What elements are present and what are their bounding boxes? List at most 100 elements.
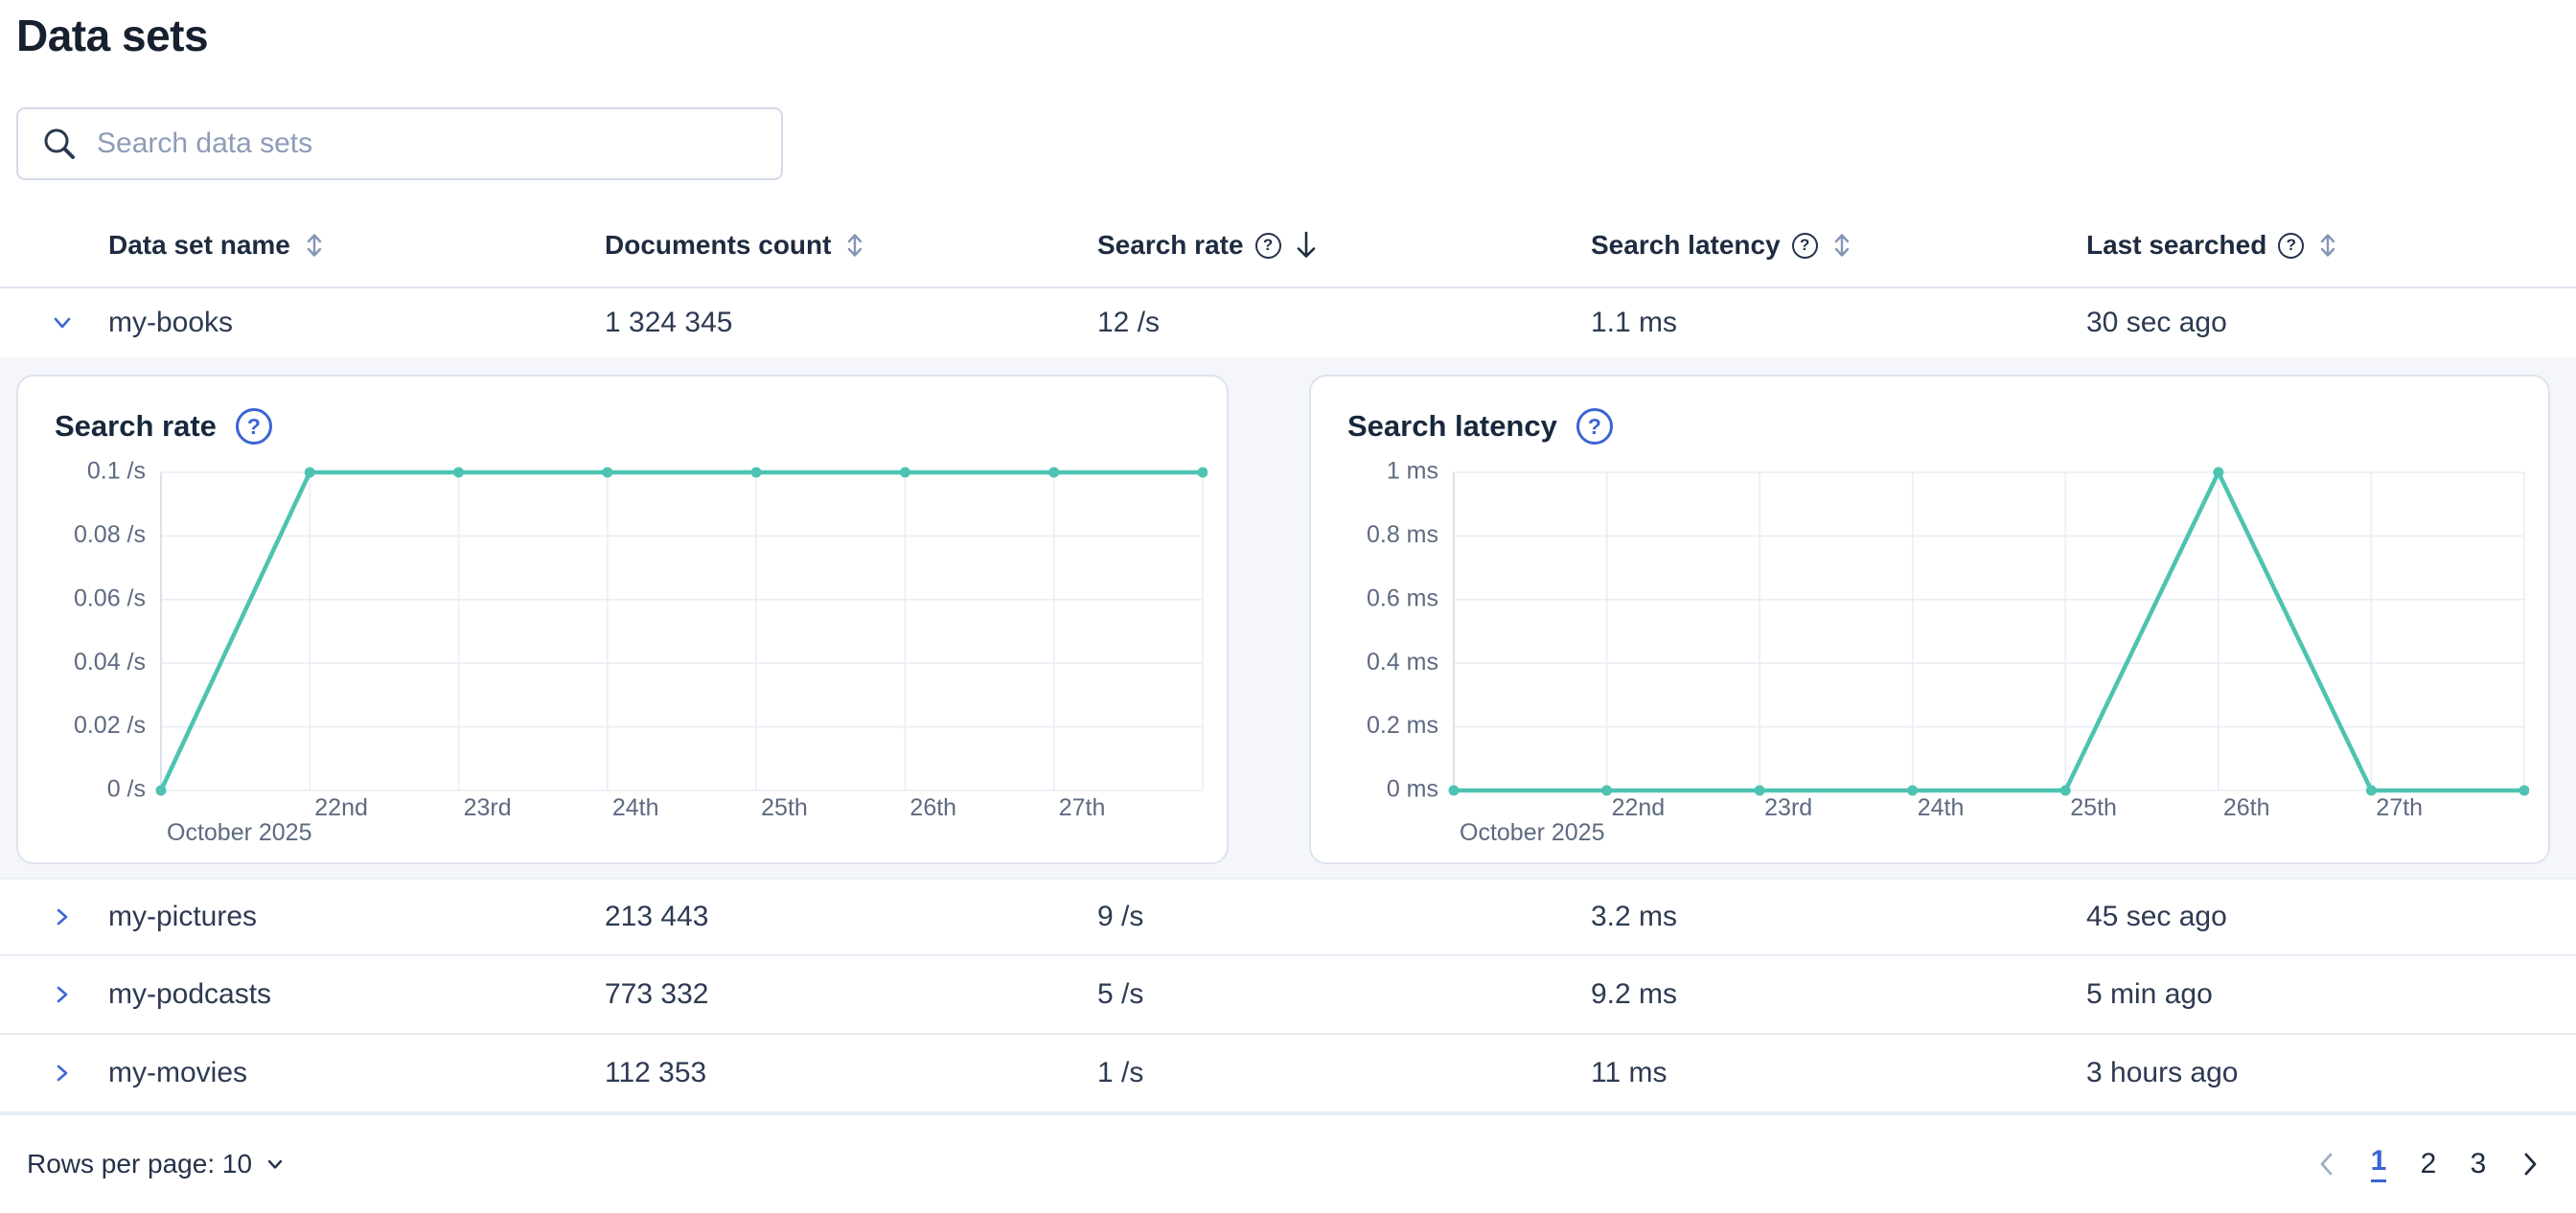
col-header-data-set-name[interactable]: Data set name bbox=[108, 230, 605, 261]
svg-text:0.4 ms: 0.4 ms bbox=[1367, 649, 1438, 675]
svg-text:22nd: 22nd bbox=[1612, 794, 1666, 821]
sort-both-icon bbox=[2321, 234, 2335, 257]
chart-title: Search latency bbox=[1347, 409, 1557, 443]
page-number: 2 bbox=[2420, 1147, 2437, 1179]
last-searched: 3 hours ago bbox=[2086, 1057, 2239, 1088]
expanded-row-details: Search rate ? 0.1 /s 0.08 /s 0.06 /s 0.04 /… bbox=[0, 357, 2576, 878]
svg-text:27th: 27th bbox=[2376, 794, 2423, 821]
help-icon[interactable]: ? bbox=[1791, 232, 1818, 259]
search-latency: 11 ms bbox=[1591, 1057, 1668, 1088]
table-row: my-pictures 213 443 9 /s 3.2 ms 45 sec a… bbox=[0, 878, 2576, 956]
previous-page-button[interactable] bbox=[2304, 1139, 2350, 1189]
dataset-name: my-books bbox=[108, 307, 234, 338]
svg-text:0.2 ms: 0.2 ms bbox=[1367, 712, 1438, 739]
svg-text:25th: 25th bbox=[2070, 794, 2117, 821]
help-icon[interactable]: ? bbox=[1254, 232, 1281, 259]
col-label: Last searched bbox=[2086, 230, 2267, 260]
chevron-down-icon bbox=[54, 317, 71, 329]
svg-text:24th: 24th bbox=[1918, 794, 1965, 821]
last-searched: 45 sec ago bbox=[2086, 901, 2227, 932]
svg-text:0 ms: 0 ms bbox=[1387, 776, 1438, 803]
table-row: my-podcasts 773 332 5 /s 9.2 ms 5 min ag… bbox=[0, 956, 2576, 1035]
col-header-search-latency[interactable]: Search latency ? bbox=[1591, 230, 2086, 261]
chevron-right-icon bbox=[57, 1064, 68, 1082]
last-searched: 30 sec ago bbox=[2086, 307, 2227, 338]
svg-text:22nd: 22nd bbox=[314, 794, 368, 821]
last-searched: 5 min ago bbox=[2086, 978, 2213, 1010]
sort-both-icon bbox=[848, 234, 862, 257]
chevron-right-icon bbox=[57, 908, 68, 926]
col-label: Search latency bbox=[1591, 230, 1781, 260]
sort-both-icon bbox=[307, 234, 322, 257]
svg-text:26th: 26th bbox=[909, 794, 956, 821]
page-number: 1 bbox=[2370, 1145, 2387, 1182]
chevron-right-icon bbox=[2524, 1153, 2537, 1175]
col-header-search-rate[interactable]: Search rate ? bbox=[1097, 229, 1591, 262]
next-page-button[interactable] bbox=[2507, 1139, 2553, 1189]
help-icon[interactable]: ? bbox=[1576, 408, 1613, 445]
search-latency: 1.1 ms bbox=[1591, 307, 1678, 338]
search-rate: 12 /s bbox=[1097, 307, 1161, 338]
svg-text:26th: 26th bbox=[2223, 794, 2270, 821]
svg-text:0.08 /s: 0.08 /s bbox=[74, 521, 146, 548]
search-icon bbox=[44, 128, 75, 159]
collapse-row-button[interactable] bbox=[46, 307, 79, 339]
col-label: Search rate bbox=[1097, 230, 1244, 260]
table-row: my-movies 112 353 1 /s 11 ms 3 hours ago bbox=[0, 1035, 2576, 1113]
table-row: my-books 1 324 345 12 /s 1.1 ms 30 sec a… bbox=[0, 288, 2576, 357]
chart-title-row: Search rate ? bbox=[41, 396, 1204, 457]
search-input-wrapper bbox=[16, 107, 783, 180]
dataset-name: my-podcasts bbox=[108, 978, 272, 1010]
search-rate: 9 /s bbox=[1097, 901, 1144, 932]
expand-row-button[interactable] bbox=[46, 978, 79, 1011]
search-rate-chart: 0.1 /s 0.08 /s 0.06 /s 0.04 /s 0.02 /s 0 /s 22… bbox=[74, 458, 1208, 846]
documents-count: 1 324 345 bbox=[605, 307, 733, 338]
search-latency: 9.2 ms bbox=[1591, 978, 1678, 1010]
rows-per-page-button[interactable]: Rows per page: 10 bbox=[27, 1149, 287, 1179]
page-button-3[interactable]: 3 bbox=[2457, 1139, 2499, 1189]
dataset-name: my-movies bbox=[108, 1057, 248, 1088]
chevron-down-icon bbox=[267, 1159, 283, 1169]
svg-text:23rd: 23rd bbox=[1764, 794, 1812, 821]
page-button-1[interactable]: 1 bbox=[2358, 1139, 2400, 1189]
search-rate-chart-card: Search rate ? 0.1 /s 0.08 /s 0.06 /s 0.04 /… bbox=[16, 375, 1229, 864]
help-icon[interactable]: ? bbox=[2278, 232, 2305, 259]
rows-per-page-label: Rows per page: 10 bbox=[27, 1148, 253, 1179]
chevron-left-icon bbox=[2320, 1153, 2333, 1175]
svg-text:October 2025: October 2025 bbox=[167, 819, 312, 846]
col-header-last-searched[interactable]: Last searched ? bbox=[2086, 230, 2576, 261]
svg-text:0.1 /s: 0.1 /s bbox=[87, 458, 146, 485]
svg-text:0.8 ms: 0.8 ms bbox=[1367, 521, 1438, 548]
help-icon[interactable]: ? bbox=[235, 408, 272, 445]
svg-text:24th: 24th bbox=[612, 794, 659, 821]
search-latency-chart: 1 ms 0.8 ms 0.6 ms 0.4 ms 0.2 ms 0 ms 22nd 23rd… bbox=[1367, 458, 2530, 846]
svg-text:0.04 /s: 0.04 /s bbox=[74, 649, 146, 675]
search-input[interactable] bbox=[97, 109, 781, 178]
svg-text:0.6 ms: 0.6 ms bbox=[1367, 584, 1438, 611]
col-header-documents-count[interactable]: Documents count bbox=[605, 230, 1097, 261]
svg-text:0.06 /s: 0.06 /s bbox=[74, 584, 146, 611]
dataset-name: my-pictures bbox=[108, 901, 258, 932]
documents-count: 112 353 bbox=[605, 1057, 707, 1088]
documents-count: 213 443 bbox=[605, 901, 709, 932]
chart-title: Search rate bbox=[55, 409, 217, 443]
page-title: Data sets bbox=[16, 11, 209, 60]
page-button-2[interactable]: 2 bbox=[2407, 1139, 2450, 1189]
sort-both-icon bbox=[1834, 234, 1849, 257]
chevron-right-icon bbox=[57, 986, 68, 1003]
svg-text:25th: 25th bbox=[761, 794, 808, 821]
chart-title-row: Search latency ? bbox=[1334, 396, 2525, 457]
page-number: 3 bbox=[2470, 1147, 2487, 1179]
expand-row-button[interactable] bbox=[46, 1057, 79, 1089]
svg-text:1 ms: 1 ms bbox=[1387, 458, 1438, 485]
documents-count: 773 332 bbox=[605, 978, 709, 1010]
expand-row-button[interactable] bbox=[46, 901, 79, 933]
svg-text:23rd: 23rd bbox=[464, 794, 512, 821]
svg-text:0.02 /s: 0.02 /s bbox=[74, 712, 146, 739]
svg-text:0 /s: 0 /s bbox=[107, 776, 146, 803]
search-rate: 1 /s bbox=[1097, 1057, 1144, 1088]
svg-text:27th: 27th bbox=[1059, 794, 1106, 821]
svg-text:October 2025: October 2025 bbox=[1460, 819, 1605, 846]
pagination: 1 2 3 bbox=[2304, 1139, 2553, 1189]
